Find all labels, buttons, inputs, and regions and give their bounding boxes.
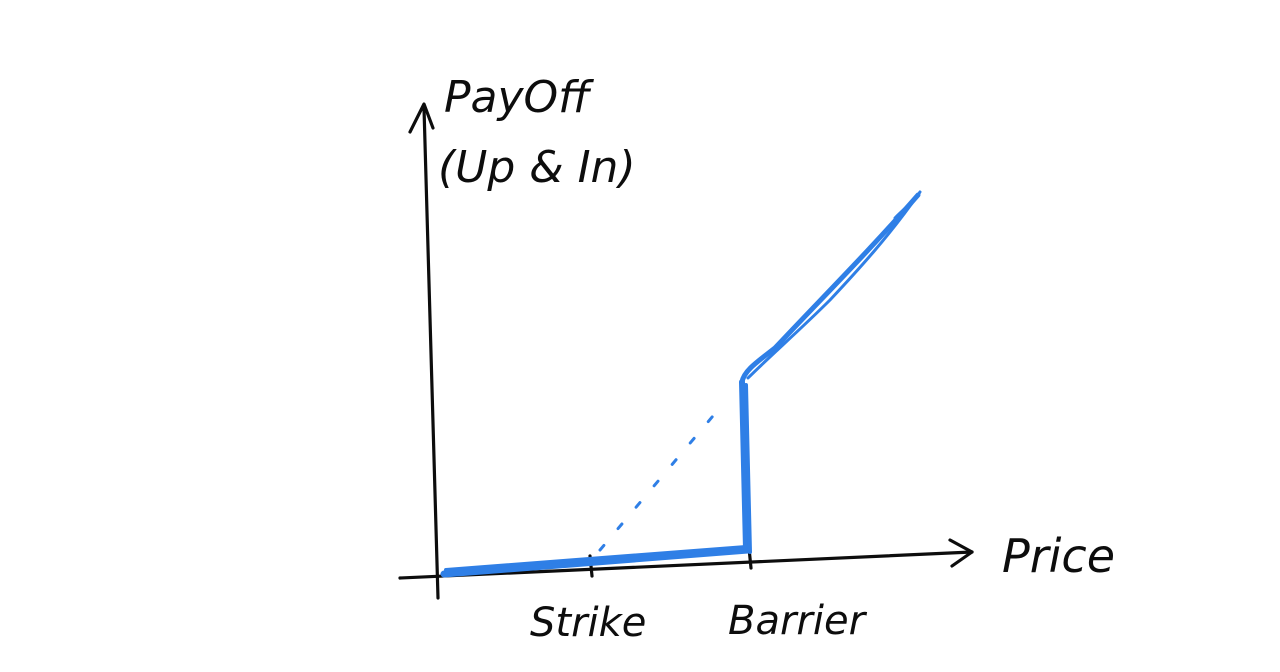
- y-axis: [408, 102, 440, 600]
- y-axis-label-line2: (Up & In): [438, 142, 636, 193]
- y-axis-label-line1: PayOff: [444, 72, 594, 123]
- x-axis-label: Price: [1002, 529, 1115, 583]
- up-and-in-payoff-line: [440, 190, 922, 578]
- vanilla-payoff-dotted-line: [598, 408, 720, 552]
- strike-label: Strike: [530, 600, 646, 646]
- x-axis: [398, 538, 974, 580]
- barrier-label: Barrier: [728, 598, 868, 644]
